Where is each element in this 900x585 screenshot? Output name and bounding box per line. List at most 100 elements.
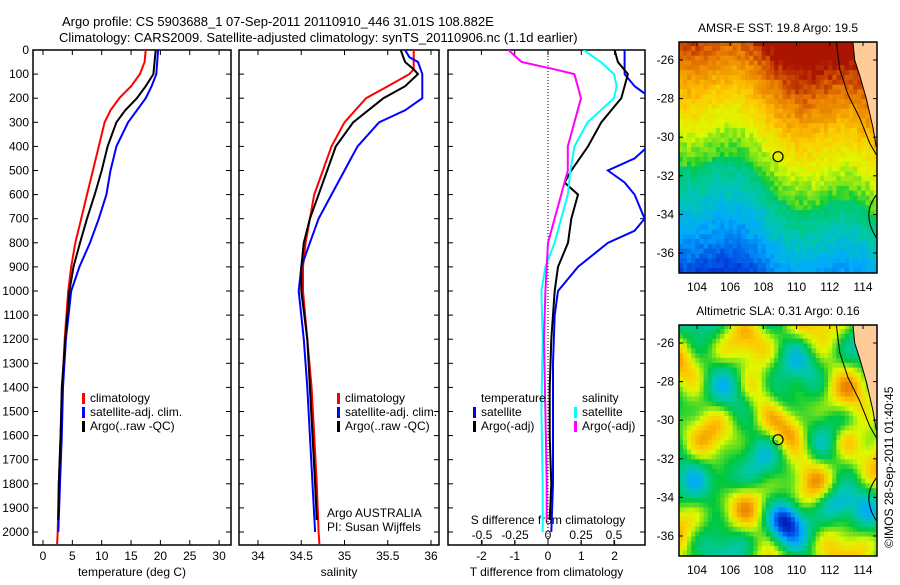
map-cell	[732, 405, 738, 411]
map-cell	[844, 473, 850, 479]
map-cell	[707, 93, 713, 100]
map-cell	[695, 238, 700, 244]
map-cell	[691, 371, 696, 378]
map-cell	[782, 550, 788, 556]
map-cell	[736, 185, 742, 191]
map-cell	[778, 50, 783, 56]
map-cell	[682, 410, 688, 416]
y-tick-label: 900	[9, 260, 29, 274]
argo-location-marker	[772, 151, 784, 163]
map-cell	[753, 127, 758, 133]
map-cell	[761, 156, 767, 162]
map-cell	[865, 420, 871, 426]
map-cell	[811, 151, 817, 157]
map-cell	[745, 511, 750, 518]
map-cell	[716, 190, 721, 196]
map-cell	[869, 171, 875, 177]
map-cell	[794, 381, 800, 387]
map-cell	[707, 64, 713, 71]
map-cell	[824, 391, 829, 397]
map-cell	[761, 343, 767, 349]
map-cell	[790, 228, 796, 235]
map-cell	[811, 328, 817, 334]
map-cell	[745, 228, 750, 235]
map-cell	[799, 64, 804, 71]
map-cell	[695, 93, 700, 100]
map-cell	[836, 492, 841, 498]
map-cell	[753, 74, 758, 80]
map-cell	[794, 166, 800, 172]
legend-label: satellite	[582, 405, 623, 419]
map-cell	[745, 434, 750, 440]
map-cell	[691, 333, 696, 339]
map-cell	[861, 540, 866, 547]
map-cell	[815, 84, 821, 90]
map-cell	[720, 190, 725, 196]
map-cell	[778, 497, 783, 503]
map-cell	[695, 386, 700, 392]
map-cell	[807, 74, 812, 80]
map-cell	[803, 410, 808, 416]
map-cell	[824, 492, 829, 498]
map-cell	[840, 333, 846, 339]
map-cell	[794, 473, 800, 479]
map-cell	[720, 487, 725, 494]
map-cell	[786, 156, 792, 162]
map-cell	[716, 248, 721, 254]
map-cell	[736, 195, 742, 201]
map-cell	[745, 540, 750, 547]
map-cell	[699, 347, 705, 354]
map-cell	[707, 439, 713, 445]
map-cell	[790, 69, 796, 75]
map-cell	[836, 257, 841, 264]
map-cell	[774, 161, 779, 167]
map-cell	[840, 497, 846, 503]
map-cell	[811, 507, 817, 513]
map-cell	[703, 444, 709, 450]
map-cell	[778, 550, 783, 556]
map-cell	[774, 45, 779, 51]
map-cell	[815, 108, 821, 114]
map-cell	[782, 376, 788, 383]
map-cell	[824, 243, 829, 249]
map-cell	[840, 89, 846, 95]
map-cell	[857, 550, 862, 556]
map-cell	[774, 333, 779, 339]
map-cell	[736, 449, 742, 455]
map-cell	[732, 429, 738, 436]
map-cell	[682, 45, 688, 51]
map-cell	[736, 400, 742, 407]
map-cell	[873, 454, 877, 460]
map-cell	[707, 405, 713, 411]
map-cell	[811, 439, 817, 445]
map-cell	[753, 338, 758, 344]
map-cell	[790, 166, 796, 172]
map-cell	[807, 328, 812, 334]
map-cell	[687, 376, 692, 383]
map-cell	[853, 473, 858, 479]
map-cell	[778, 257, 783, 264]
map-cell	[807, 343, 812, 349]
map-cell	[790, 434, 796, 440]
map-cell	[790, 79, 796, 85]
map-cell	[753, 248, 758, 254]
map-cell	[765, 180, 771, 186]
map-cell	[819, 108, 825, 114]
map-cell	[707, 79, 713, 85]
map-cell	[695, 449, 700, 455]
map-cell	[836, 69, 841, 75]
map-cell	[741, 410, 746, 416]
map-cell	[724, 325, 729, 329]
map-cell	[732, 243, 738, 249]
map-cell	[840, 42, 846, 46]
map-cell	[720, 545, 725, 551]
map-cell	[745, 420, 750, 426]
map-cell	[857, 108, 862, 114]
map-cell	[765, 156, 771, 162]
map-cell	[836, 502, 841, 508]
map-cell	[741, 146, 746, 153]
map-cell	[844, 482, 850, 489]
map-cell	[770, 224, 775, 230]
map-cell	[803, 161, 808, 167]
map-cell	[687, 219, 692, 225]
